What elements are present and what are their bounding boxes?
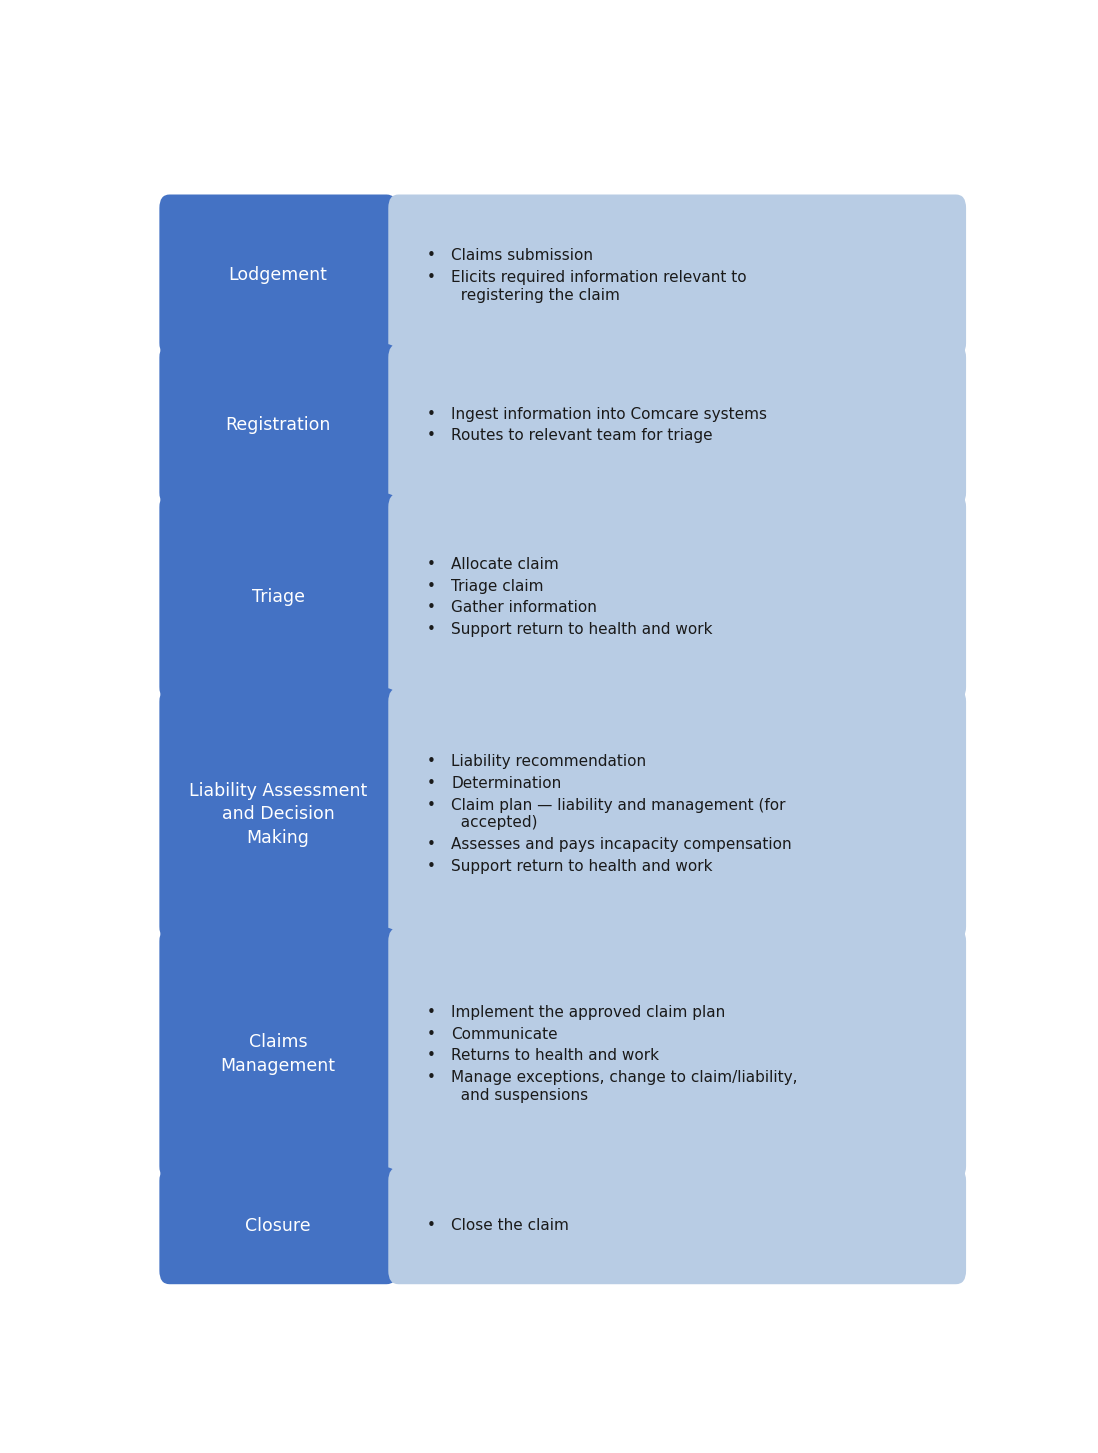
Text: •: • bbox=[426, 429, 435, 443]
Text: •: • bbox=[426, 622, 435, 638]
Text: Communicate: Communicate bbox=[451, 1026, 558, 1042]
Text: Triage: Triage bbox=[251, 588, 304, 606]
Text: Ingest information into Comcare systems: Ingest information into Comcare systems bbox=[451, 407, 768, 421]
Text: •: • bbox=[426, 776, 435, 790]
Text: •: • bbox=[426, 407, 435, 421]
Text: •: • bbox=[426, 1005, 435, 1020]
FancyBboxPatch shape bbox=[389, 689, 966, 940]
Text: •: • bbox=[426, 1069, 435, 1085]
FancyBboxPatch shape bbox=[159, 195, 396, 356]
Text: •: • bbox=[426, 754, 435, 769]
FancyBboxPatch shape bbox=[159, 494, 396, 700]
FancyBboxPatch shape bbox=[389, 928, 966, 1180]
FancyBboxPatch shape bbox=[159, 1167, 396, 1284]
Text: •: • bbox=[426, 1026, 435, 1042]
Text: Returns to health and work: Returns to health and work bbox=[451, 1048, 659, 1064]
Text: Support return to health and work: Support return to health and work bbox=[451, 859, 713, 875]
Text: registering the claim: registering the claim bbox=[451, 288, 620, 302]
Text: accepted): accepted) bbox=[451, 815, 538, 831]
Text: •: • bbox=[426, 270, 435, 285]
Text: Lodgement: Lodgement bbox=[228, 266, 327, 285]
Text: Manage exceptions, change to claim/liability,: Manage exceptions, change to claim/liabi… bbox=[451, 1069, 798, 1085]
Text: Elicits required information relevant to: Elicits required information relevant to bbox=[451, 270, 747, 285]
Text: Closure: Closure bbox=[245, 1216, 311, 1235]
Text: Claims
Management: Claims Management bbox=[221, 1033, 336, 1075]
Text: Allocate claim: Allocate claim bbox=[451, 556, 559, 572]
Text: •: • bbox=[426, 1048, 435, 1064]
Text: •: • bbox=[426, 600, 435, 616]
Text: Claim plan — liability and management (for: Claim plan — liability and management (f… bbox=[451, 798, 786, 812]
Text: •: • bbox=[426, 798, 435, 812]
Text: Routes to relevant team for triage: Routes to relevant team for triage bbox=[451, 429, 713, 443]
Text: Liability Assessment
and Decision
Making: Liability Assessment and Decision Making bbox=[189, 782, 367, 847]
FancyBboxPatch shape bbox=[389, 195, 966, 356]
Text: •: • bbox=[426, 1218, 435, 1234]
Text: Registration: Registration bbox=[225, 416, 330, 434]
FancyBboxPatch shape bbox=[389, 344, 966, 506]
Text: Implement the approved claim plan: Implement the approved claim plan bbox=[451, 1005, 726, 1020]
Text: Support return to health and work: Support return to health and work bbox=[451, 622, 713, 638]
FancyBboxPatch shape bbox=[159, 928, 396, 1180]
Text: Claims submission: Claims submission bbox=[451, 248, 593, 263]
Text: •: • bbox=[426, 837, 435, 853]
Text: •: • bbox=[426, 248, 435, 263]
FancyBboxPatch shape bbox=[389, 494, 966, 700]
FancyBboxPatch shape bbox=[389, 1167, 966, 1284]
FancyBboxPatch shape bbox=[159, 689, 396, 940]
FancyBboxPatch shape bbox=[159, 344, 396, 506]
Text: Close the claim: Close the claim bbox=[451, 1218, 569, 1234]
Text: and suspensions: and suspensions bbox=[451, 1088, 589, 1103]
Text: •: • bbox=[426, 556, 435, 572]
Text: Assesses and pays incapacity compensation: Assesses and pays incapacity compensatio… bbox=[451, 837, 792, 853]
Text: Triage claim: Triage claim bbox=[451, 578, 544, 594]
Text: Liability recommendation: Liability recommendation bbox=[451, 754, 647, 769]
Text: Gather information: Gather information bbox=[451, 600, 597, 616]
Text: •: • bbox=[426, 578, 435, 594]
Text: •: • bbox=[426, 859, 435, 875]
Text: Determination: Determination bbox=[451, 776, 561, 790]
